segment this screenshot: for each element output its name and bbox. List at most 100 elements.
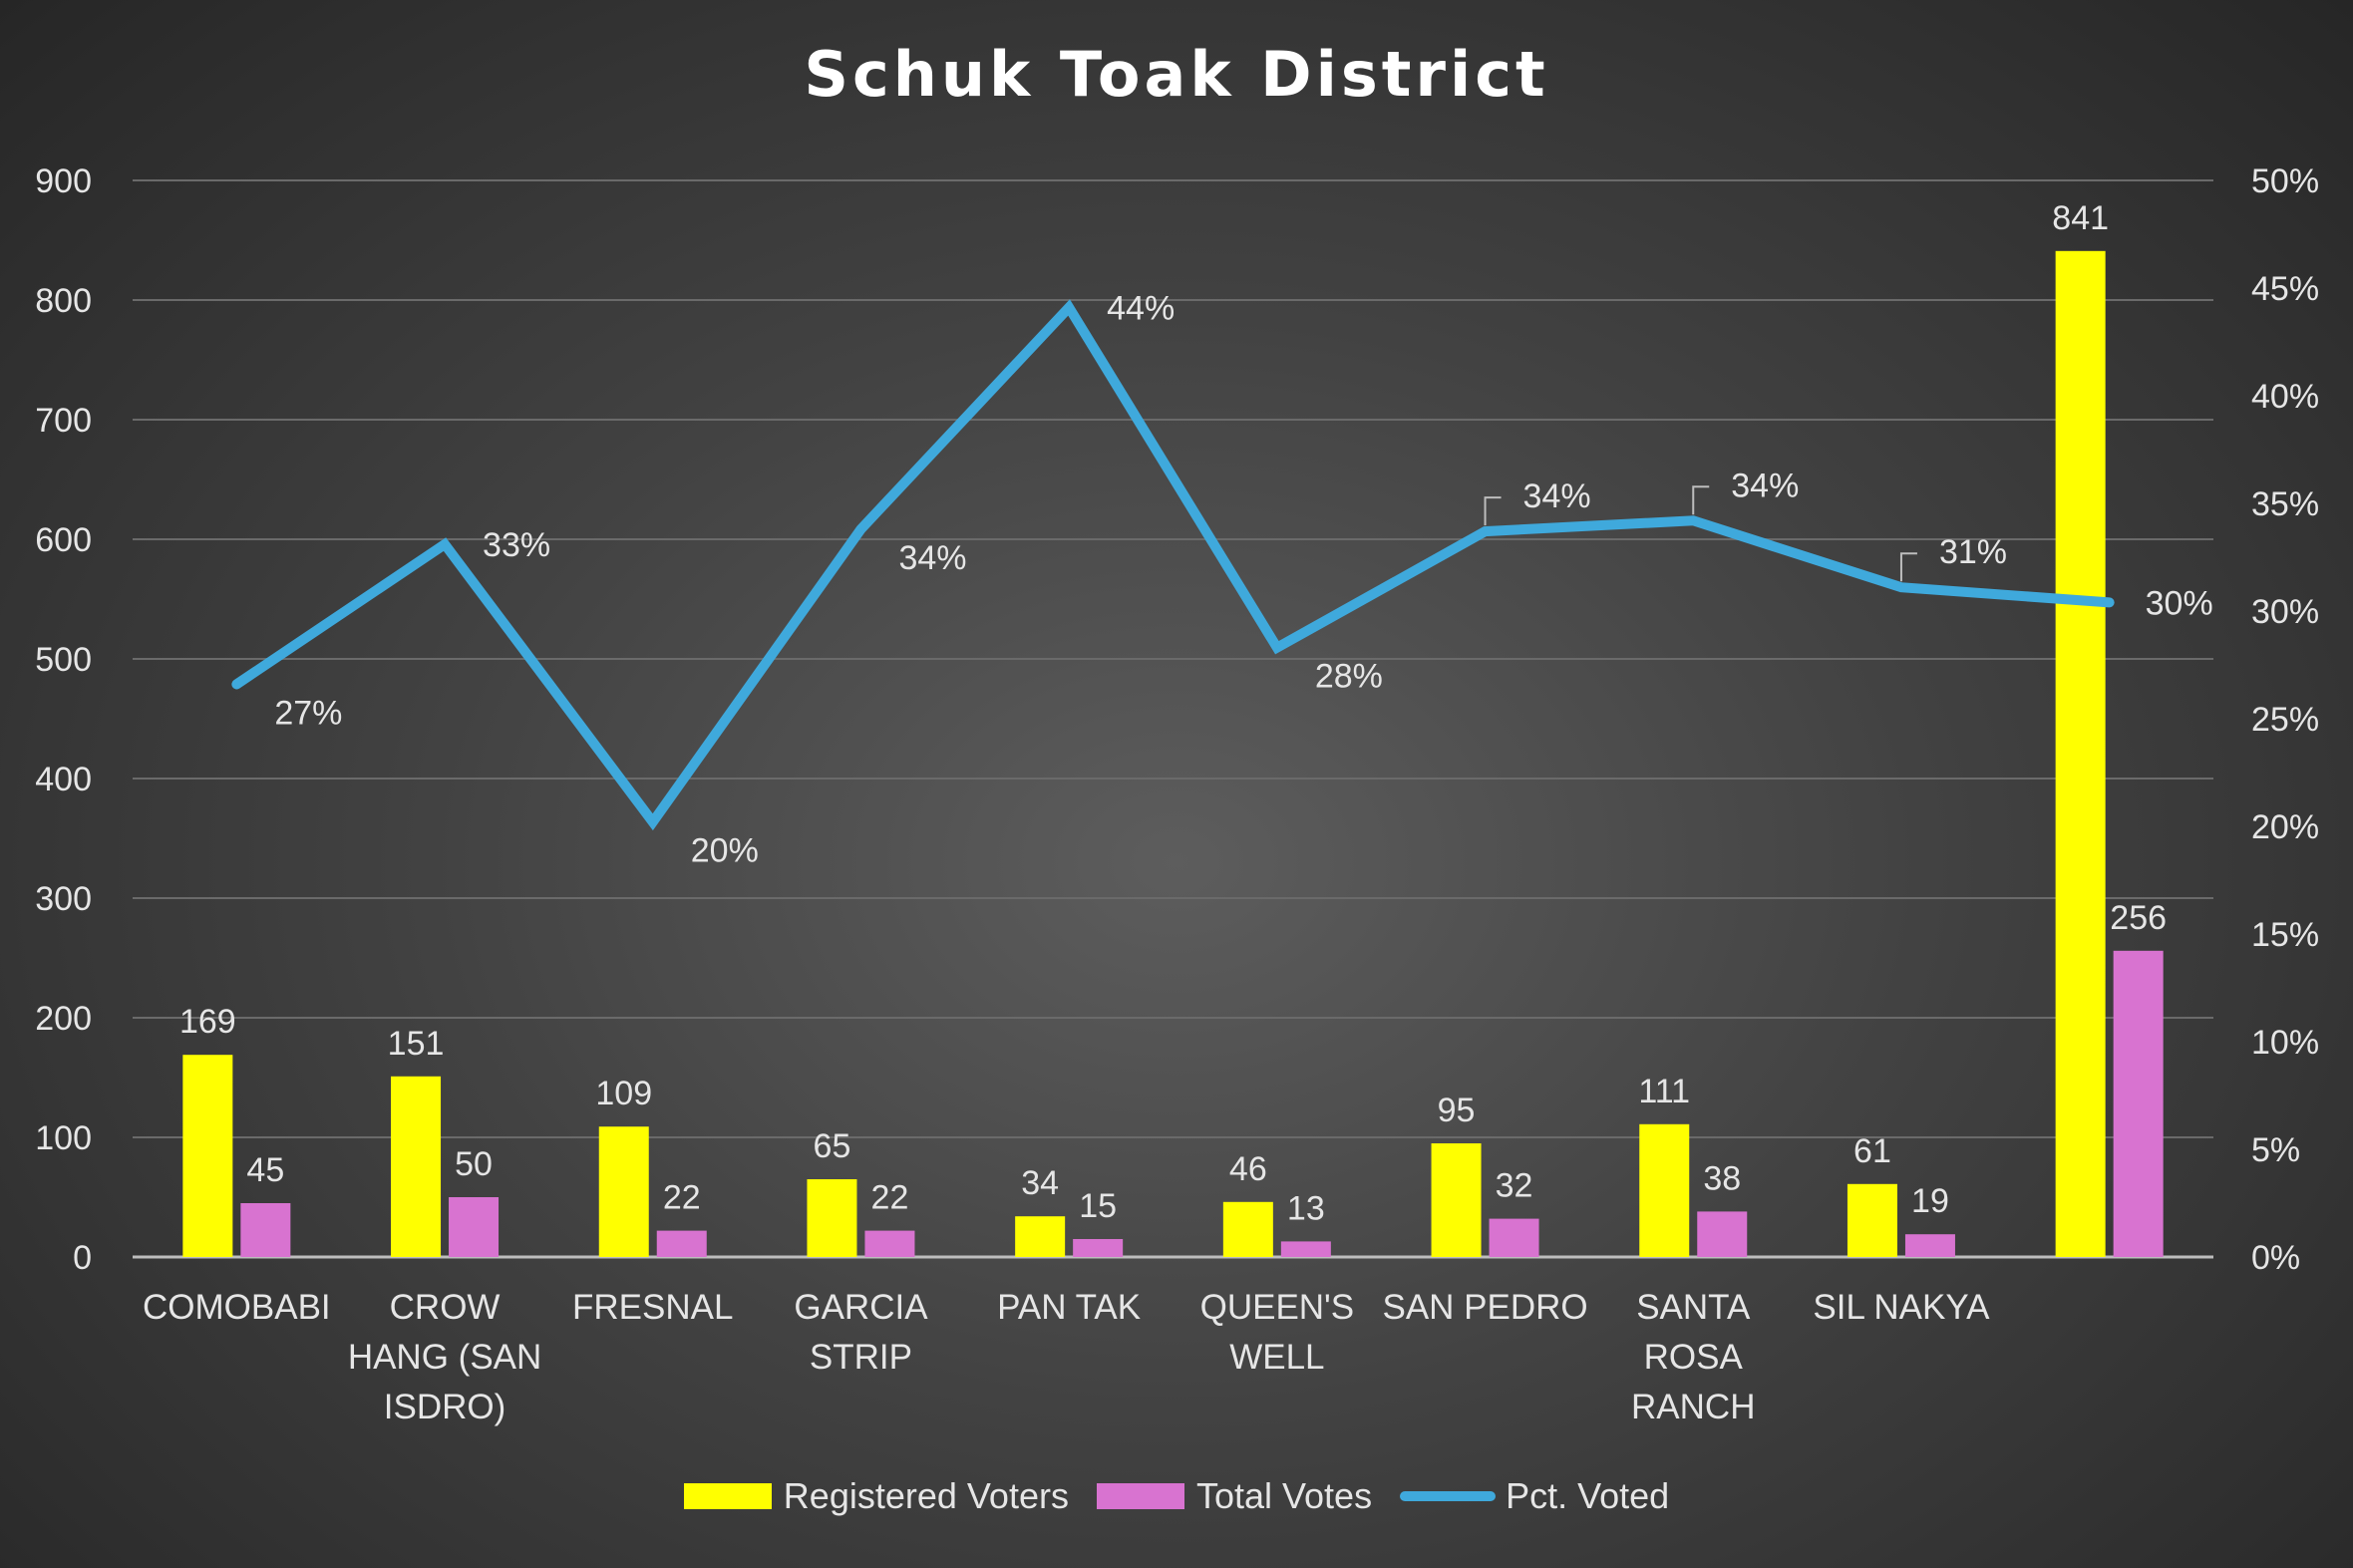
legend-label-registered-voters: Registered Voters xyxy=(783,1475,1069,1516)
y-left-tick-label: 900 xyxy=(35,162,92,200)
y-right-tick-label: 35% xyxy=(2251,485,2319,523)
bar-total-votes xyxy=(1697,1211,1748,1257)
y-right-tick-label: 50% xyxy=(2251,162,2319,200)
leader-line xyxy=(1899,552,1917,582)
bar-registered-voters xyxy=(1639,1123,1690,1257)
y-right-tick-label: 30% xyxy=(2251,593,2319,631)
data-label-registered-voters: 61 xyxy=(1853,1132,1891,1170)
bar-registered-voters xyxy=(1222,1201,1273,1257)
y-right-tick-label: 45% xyxy=(2251,270,2319,308)
x-category-label: ROSA xyxy=(1644,1338,1744,1377)
data-label-total-votes: 32 xyxy=(1496,1167,1533,1205)
y-left-tick-label: 800 xyxy=(35,282,92,320)
bar-registered-voters xyxy=(2055,250,2106,1258)
data-label-pct-voted: 30% xyxy=(2146,584,2213,622)
legend-label-total-votes: Total Votes xyxy=(1195,1475,1373,1516)
data-label-pct-voted: 20% xyxy=(691,832,759,870)
line-pct-voted xyxy=(231,299,2115,831)
data-label-pct-voted: 28% xyxy=(1315,658,1383,696)
point-pct-voted xyxy=(235,683,238,686)
data-label-total-votes: 22 xyxy=(871,1179,909,1217)
y-left-tick-label: 500 xyxy=(35,641,92,679)
x-category-label: CROW xyxy=(390,1288,501,1327)
data-label-registered-voters: 34 xyxy=(1021,1164,1059,1202)
point-pct-voted xyxy=(1275,646,1278,649)
x-category-label: PAN TAK xyxy=(997,1288,1141,1327)
y-left-tick-label: 700 xyxy=(35,402,92,440)
y-right-tick-label: 25% xyxy=(2251,701,2319,739)
chart-title: Schuk Toak District xyxy=(804,38,1549,111)
y-right-tick-label: 0% xyxy=(2251,1239,2300,1277)
data-label-total-votes: 38 xyxy=(1703,1159,1741,1197)
bar-total-votes xyxy=(240,1203,291,1257)
y-right-tick-label: 15% xyxy=(2251,916,2319,954)
legend: Registered Voters Total Votes Pct. Voted xyxy=(0,1475,2353,1517)
point-pct-voted xyxy=(651,820,654,823)
data-label-registered-voters: 841 xyxy=(2052,199,2109,237)
data-label-total-votes: 22 xyxy=(663,1179,701,1217)
bar-total-votes xyxy=(1904,1234,1955,1257)
data-label-pct-voted: 34% xyxy=(1731,467,1799,504)
y-left-tick-label: 100 xyxy=(35,1119,92,1157)
point-pct-voted xyxy=(859,527,862,530)
data-label-total-votes: 13 xyxy=(1287,1189,1325,1227)
x-category-label: SANTA xyxy=(1636,1288,1751,1327)
y-right-tick-label: 10% xyxy=(2251,1024,2319,1062)
data-label-total-votes: 15 xyxy=(1079,1187,1117,1225)
x-category-label: ISDRO) xyxy=(384,1388,506,1426)
data-label-pct-voted: 34% xyxy=(1523,477,1591,515)
bar-total-votes xyxy=(1280,1241,1331,1257)
legend-item-pct-voted[interactable]: Pct. Voted xyxy=(1400,1475,1669,1517)
bar-registered-voters xyxy=(1431,1143,1482,1257)
data-label-registered-voters: 95 xyxy=(1438,1092,1476,1129)
x-category-label: COMOBABI xyxy=(143,1288,331,1327)
legend-swatch-pct-voted xyxy=(1400,1491,1497,1501)
legend-item-registered-voters[interactable]: Registered Voters xyxy=(683,1475,1069,1517)
data-label-total-votes: 50 xyxy=(455,1145,493,1183)
bar-total-votes xyxy=(656,1230,707,1257)
y-right-tick-label: 40% xyxy=(2251,378,2319,416)
point-pct-voted xyxy=(1899,586,1902,589)
bar-registered-voters xyxy=(391,1076,442,1257)
y-right-tick-label: 5% xyxy=(2251,1131,2300,1169)
data-label-total-votes: 256 xyxy=(2110,899,2167,937)
bar-registered-voters xyxy=(598,1126,649,1257)
legend-label-pct-voted: Pct. Voted xyxy=(1506,1475,1670,1516)
data-label-registered-voters: 111 xyxy=(1638,1073,1690,1110)
x-category-label: SAN PEDRO xyxy=(1382,1288,1587,1327)
y-right-tick-label: 20% xyxy=(2251,808,2319,846)
x-category-label: GARCIA xyxy=(794,1288,928,1327)
data-label-registered-voters: 109 xyxy=(595,1075,652,1112)
point-pct-voted xyxy=(1692,519,1695,522)
bar-total-votes xyxy=(1073,1239,1124,1257)
data-label-pct-voted: 44% xyxy=(1107,289,1175,327)
data-label-registered-voters: 65 xyxy=(814,1127,851,1165)
data-label-pct-voted: 34% xyxy=(898,539,966,577)
y-left-tick-label: 600 xyxy=(35,521,92,559)
data-label-total-votes: 19 xyxy=(1911,1182,1949,1220)
bar-registered-voters xyxy=(1015,1216,1066,1257)
y-left-tick-label: 200 xyxy=(35,1000,92,1038)
bar-total-votes xyxy=(1489,1218,1539,1257)
data-label-pct-voted: 33% xyxy=(483,526,550,564)
x-category-label: WELL xyxy=(1229,1338,1324,1377)
data-label-pct-voted: 31% xyxy=(1939,533,2007,571)
x-category-label: SIL NAKYA xyxy=(1813,1288,1990,1327)
data-label-pct-voted: 27% xyxy=(274,694,342,732)
bar-registered-voters xyxy=(1847,1183,1897,1257)
x-category-label: FRESNAL xyxy=(572,1288,733,1327)
legend-swatch-registered-voters xyxy=(683,1483,772,1509)
data-label-total-votes: 45 xyxy=(246,1151,284,1189)
y-left-tick-label: 0 xyxy=(73,1239,92,1277)
bar-registered-voters xyxy=(807,1179,857,1257)
y-left-tick-label: 300 xyxy=(35,880,92,918)
legend-item-total-votes[interactable]: Total Votes xyxy=(1096,1475,1373,1517)
y-left-tick-label: 400 xyxy=(35,761,92,798)
point-pct-voted xyxy=(1068,306,1071,309)
point-pct-voted xyxy=(444,543,447,546)
point-pct-voted xyxy=(2108,601,2111,604)
x-category-label: QUEEN'S xyxy=(1200,1288,1355,1327)
point-pct-voted xyxy=(1484,530,1487,533)
leader-line xyxy=(1484,496,1502,526)
data-label-registered-voters: 151 xyxy=(388,1025,445,1063)
